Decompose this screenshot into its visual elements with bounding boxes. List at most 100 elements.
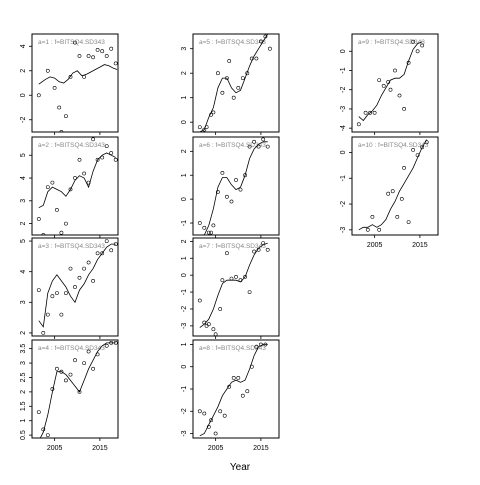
data-point [420,43,425,48]
data-point [82,75,87,79]
data-point [45,433,50,438]
y-tick-label: 2 [20,222,27,226]
data-point [95,48,100,52]
data-point [406,220,411,225]
data-point [395,214,400,219]
y-tick-label: 3.5 [20,344,27,354]
data-point [64,221,68,226]
data-point [209,230,214,235]
data-point [218,409,223,414]
y-tick-label: 2 [20,390,27,394]
y-tick-label: 0.5 [20,430,27,440]
y-tick-label: 2.5 [20,372,27,382]
data-point [109,340,114,345]
y-tick-label: 0 [181,365,188,369]
data-point [50,180,55,185]
y-tick-label: 2 [20,331,27,335]
data-point [236,86,241,90]
data-point [256,247,261,252]
trend-line [358,41,423,122]
data-point [55,291,59,296]
data-point [202,320,207,325]
data-point [263,342,268,347]
data-point [243,274,248,279]
data-point [372,110,377,115]
panel-4: a=4 : f=BITSQ4.SD343 0.5 1 1.5 2 2.5 3 3.5 2005 2… [20,339,119,452]
data-point [197,221,202,225]
data-point [263,34,268,39]
data-point [73,285,77,289]
data-point [91,137,96,142]
panel-title: a=2 : f=BITSQ4.SD343 [38,142,105,149]
panel-title: a=4 : f=BITSQ4.SD343 [38,345,105,352]
panel-frame [31,33,119,133]
data-point [95,352,100,357]
data-point [82,266,87,271]
y-tick-label: 4 [20,176,27,180]
data-point [220,170,225,175]
y-tick-label: -1 [181,386,188,392]
data-point [86,180,91,185]
data-point [261,137,266,142]
y-tick-label: 1 [181,96,188,100]
data-point [229,276,234,281]
panel-frame [351,136,439,236]
y-tick-label: -2 [181,306,188,312]
data-point [50,294,55,299]
data-point [215,190,220,194]
data-point [100,251,105,256]
y-tick-label: 0 [181,273,188,277]
data-point [104,144,109,149]
trend-line [38,64,118,85]
y-tick-label: -2 [181,408,188,414]
panel-frame [192,136,280,236]
y-tick-label: 3 [181,47,188,51]
data-point [55,207,59,212]
y-tick-label: 0 [340,150,347,154]
data-point [406,60,411,65]
y-tick-label: -2 [340,87,347,93]
y-tick-label: 3 [20,361,27,365]
data-point [204,323,209,328]
data-point [104,343,109,348]
y-tick-label: 1 [181,256,188,260]
data-point [197,409,202,414]
data-point [52,86,57,90]
data-point [73,40,77,45]
data-point [59,369,64,374]
data-point [91,366,96,371]
data-point [59,130,64,132]
data-point [113,340,118,345]
data-point [82,171,87,176]
y-tick-label: 1 [181,173,188,177]
data-point [204,125,209,130]
data-point [390,189,395,194]
data-point [224,76,229,81]
x-tick-label: 2005 [47,445,63,452]
data-point [104,239,109,244]
data-point [222,413,227,418]
data-point [254,344,259,349]
data-point [267,46,272,51]
data-point [247,144,252,149]
data-point [393,68,397,73]
x-tick-label: 2015 [92,445,108,452]
data-point [227,384,232,389]
panel-frame [192,33,280,133]
data-point [68,372,73,377]
panel-6: a=6 : f=BITSQ4.SD343 -1 0 1 2 [181,136,280,238]
y-tick-label: -3 [340,106,347,112]
data-point [252,139,257,144]
data-point [41,233,46,235]
data-point [95,251,100,256]
panel-frame [31,339,119,439]
panel-frame [31,136,119,236]
data-point [36,288,41,293]
data-point [206,322,211,327]
panel-7: a=7 : f=BITSQ4.SD343 -3 -2 -1 0 1 2 [181,237,280,339]
data-point [41,330,46,335]
data-point [238,187,243,192]
data-point [386,191,391,196]
data-point [86,349,91,354]
